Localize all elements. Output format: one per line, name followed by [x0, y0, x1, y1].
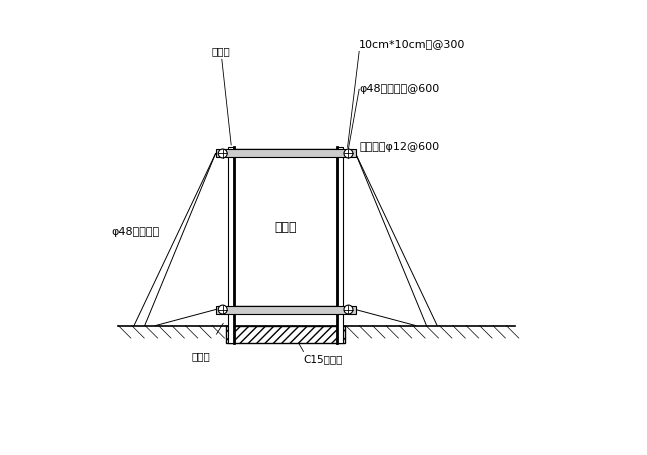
Text: φ48钉筋斜撄: φ48钉筋斜撄: [112, 227, 160, 237]
Bar: [337, 147, 343, 343]
Text: C15混凝土: C15混凝土: [303, 354, 343, 364]
Bar: [215, 306, 356, 313]
Text: φ48钉筋横撄@600: φ48钉筋横撄@600: [359, 84, 439, 94]
Polygon shape: [226, 326, 345, 343]
Bar: [228, 147, 234, 343]
Circle shape: [218, 305, 227, 314]
Text: 10cm*10cm木@300: 10cm*10cm木@300: [359, 39, 466, 49]
Bar: [215, 149, 356, 157]
Circle shape: [344, 149, 353, 158]
Circle shape: [344, 305, 353, 314]
Text: 原状土: 原状土: [192, 351, 210, 361]
Bar: [234, 149, 337, 306]
Text: 竹胳板: 竹胳板: [212, 46, 231, 145]
Circle shape: [218, 149, 227, 158]
Text: 对拉螺栋φ12@600: 对拉螺栋φ12@600: [355, 142, 439, 153]
Text: 砖支撇: 砖支撇: [274, 221, 297, 234]
